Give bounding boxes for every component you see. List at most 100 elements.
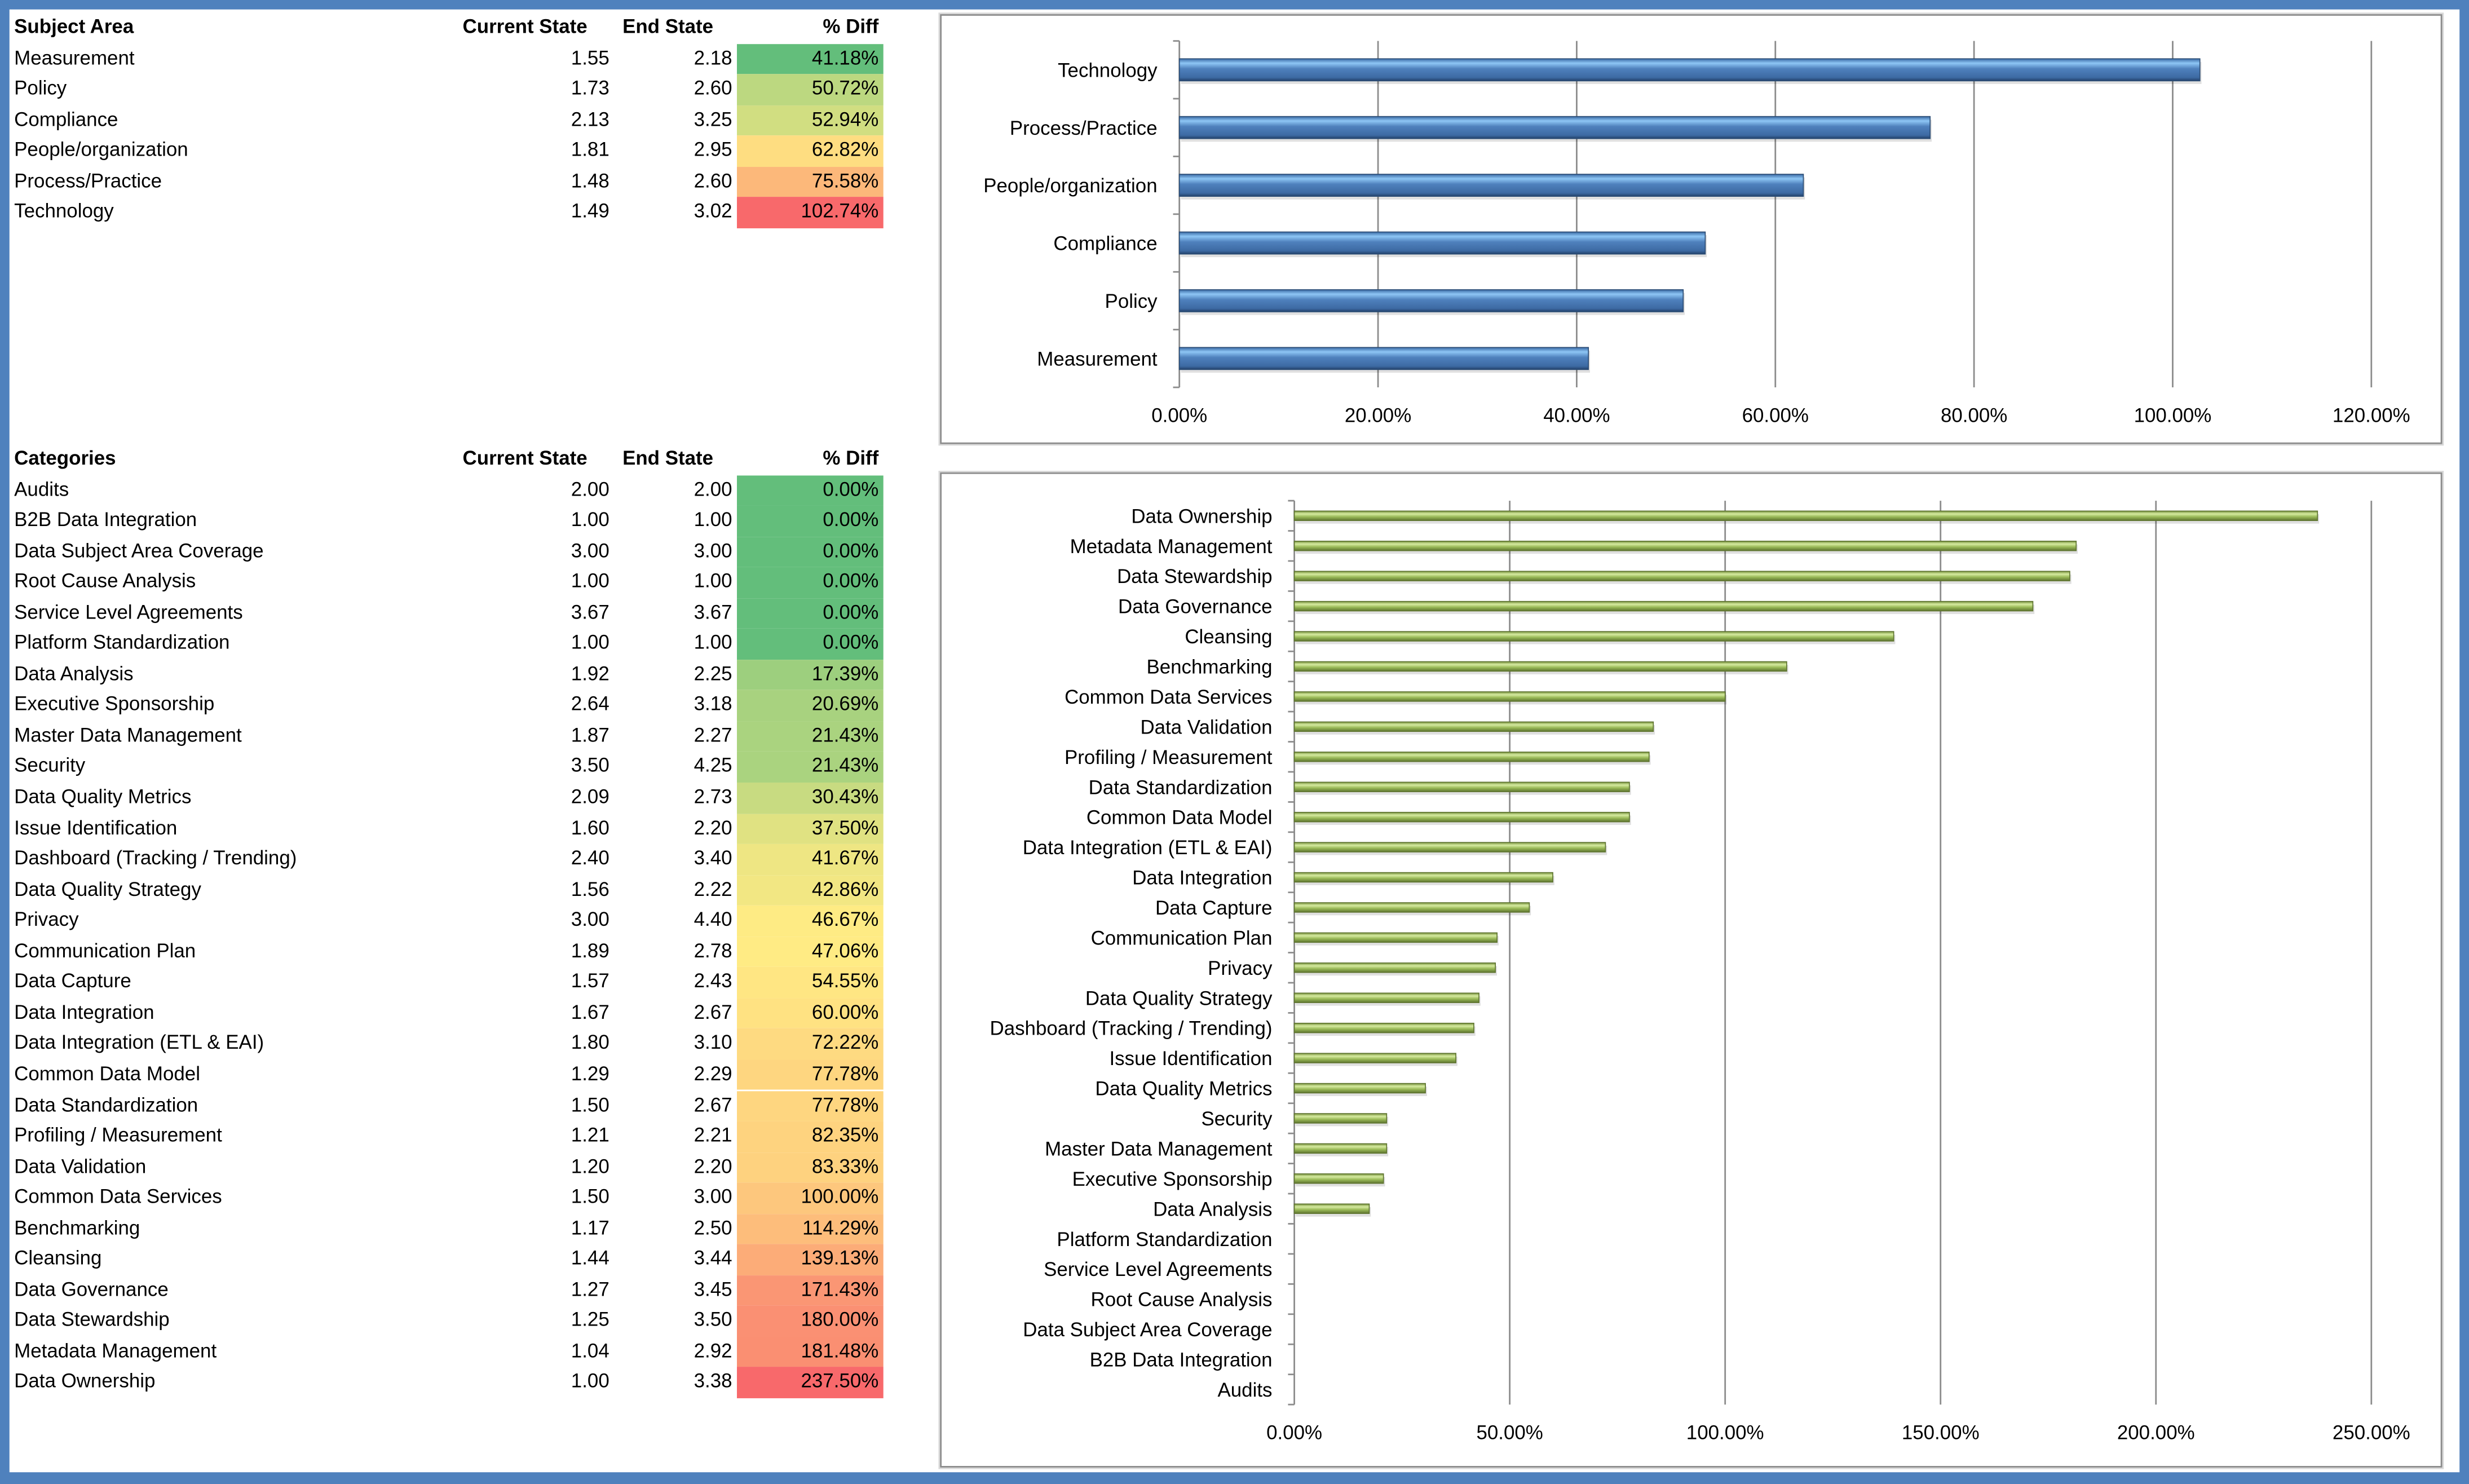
pct-diff-cell	[736, 844, 884, 875]
row-end-state: 3.40	[694, 847, 732, 869]
row-current-state: 1.27	[571, 1278, 609, 1301]
category-label: Metadata Management	[1070, 536, 1273, 558]
pct-diff-cell	[736, 1244, 884, 1275]
row-end-state: 2.21	[694, 1124, 732, 1147]
pct-diff-cell	[736, 752, 884, 783]
row-current-state: 1.87	[571, 724, 609, 747]
row-pct-diff: 52.94%	[811, 108, 879, 130]
row-pct-diff: 30.43%	[811, 785, 879, 808]
bar	[1293, 541, 2077, 551]
row-name: Process/Practice	[14, 169, 162, 192]
row-name: Benchmarking	[14, 1216, 140, 1239]
row-end-state: 2.50	[694, 1216, 732, 1239]
row-end-state: 3.00	[694, 1186, 732, 1208]
row-name: Data Stewardship	[14, 1309, 170, 1331]
bar	[1293, 811, 1630, 823]
row-pct-diff: 72.22%	[811, 1032, 879, 1054]
row-name: Common Data Model	[14, 1062, 200, 1085]
row-name: Measurement	[14, 46, 135, 69]
x-tick-label: 50.00%	[1476, 1422, 1543, 1444]
row-end-state: 2.92	[694, 1340, 732, 1362]
row-pct-diff: 0.00%	[823, 570, 879, 593]
x-tick-label: 200.00%	[2117, 1422, 2195, 1444]
row-end-state: 3.00	[694, 539, 732, 562]
categories-chart-svg: 0.00% 50.00% 100.00% 150.00% 200.00% 250.00% D…	[990, 500, 2410, 1444]
pct-diff-cell	[736, 536, 884, 567]
categories-chart[interactable]: 0.00% 50.00% 100.00% 150.00% 200.00% 250.00% D…	[940, 472, 2443, 1468]
row-end-state: 1.00	[694, 509, 732, 531]
bar	[1293, 872, 1553, 883]
category-label: Data Ownership	[1131, 505, 1272, 527]
category-label: Executive Sponsorship	[1072, 1168, 1273, 1190]
category-label: Data Quality Strategy	[1085, 987, 1273, 1009]
category-label: Data Validation	[1140, 716, 1272, 738]
x-tick-label: 20.00%	[1345, 404, 1411, 426]
category-label: Privacy	[1208, 957, 1273, 979]
pct-diff-cell	[736, 74, 884, 105]
pct-diff-cell	[736, 1367, 884, 1398]
row-name: Privacy	[14, 908, 79, 931]
pct-diff-cell	[736, 166, 884, 197]
pct-diff-cell	[736, 135, 884, 167]
row-pct-diff: 37.50%	[811, 816, 879, 839]
pct-diff-cell	[736, 906, 884, 937]
pct-diff-cell	[736, 1213, 884, 1244]
pct-diff-cell	[736, 1182, 884, 1214]
row-name: Data Capture	[14, 970, 131, 993]
row-current-state: 3.50	[571, 754, 609, 778]
row-pct-diff: 41.18%	[811, 46, 879, 69]
row-end-state: 2.73	[694, 785, 732, 808]
row-end-state: 2.29	[694, 1062, 732, 1085]
row-end-state: 2.22	[694, 878, 732, 900]
row-pct-diff: 82.35%	[811, 1124, 879, 1147]
row-current-state: 1.57	[571, 970, 609, 993]
category-label: People/organization	[983, 175, 1157, 197]
subject-area-chart[interactable]: 0.00% 20.00% 40.00% 60.00% 80.00% 100.00% 120.…	[940, 14, 2443, 444]
row-name: Data Integration (ETL & EAI)	[14, 1032, 264, 1054]
row-name: Master Data Management	[14, 724, 242, 747]
row-pct-diff: 0.00%	[823, 539, 879, 562]
header-pct-diff: % Diff	[823, 447, 879, 470]
category-label: Data Integration (ETL & EAI)	[1023, 837, 1273, 859]
row-pct-diff: 0.00%	[823, 478, 879, 500]
row-current-state: 1.67	[571, 1001, 609, 1023]
row-name: Compliance	[14, 108, 118, 130]
pct-diff-cell	[736, 1336, 884, 1368]
row-name: Security	[14, 754, 86, 778]
row-current-state: 1.92	[571, 662, 609, 685]
row-pct-diff: 0.00%	[823, 509, 879, 531]
pct-diff-cell	[736, 998, 884, 1029]
row-pct-diff: 83.33%	[811, 1155, 879, 1177]
pct-diff-cell	[736, 1090, 884, 1121]
row-name: Platform Standardization	[14, 631, 230, 654]
bar	[1293, 992, 1479, 1003]
row-pct-diff: 77.78%	[811, 1093, 879, 1116]
header-current-state: Current State	[462, 15, 588, 38]
row-current-state: 1.00	[571, 509, 609, 531]
category-label: Communication Plan	[1091, 927, 1273, 949]
pct-diff-cell	[736, 813, 884, 845]
row-pct-diff: 47.06%	[811, 939, 879, 962]
row-name: Policy	[14, 77, 67, 100]
category-label: Technology	[1058, 59, 1158, 81]
row-current-state: 1.29	[571, 1062, 609, 1085]
row-current-state: 1.60	[571, 816, 609, 839]
row-current-state: 1.00	[571, 1370, 609, 1393]
row-current-state: 1.04	[571, 1340, 609, 1362]
category-label: Data Standardization	[1089, 776, 1273, 798]
row-end-state: 4.40	[694, 908, 732, 931]
x-tick-label: 40.00%	[1543, 404, 1610, 426]
row-pct-diff: 50.72%	[811, 77, 879, 100]
bar	[1293, 1113, 1388, 1124]
row-pct-diff: 0.00%	[823, 600, 879, 624]
row-end-state: 2.18	[694, 46, 732, 69]
row-end-state: 2.43	[694, 970, 732, 993]
row-pct-diff: 0.00%	[823, 631, 879, 654]
bar	[1293, 1173, 1384, 1184]
category-label: Dashboard (Tracking / Trending)	[990, 1018, 1273, 1040]
row-name: Technology	[14, 200, 114, 223]
row-current-state: 1.25	[571, 1309, 609, 1331]
header-pct-diff: % Diff	[823, 15, 879, 38]
row-name: People/organization	[14, 139, 188, 161]
row-name: Service Level Agreements	[14, 600, 243, 624]
